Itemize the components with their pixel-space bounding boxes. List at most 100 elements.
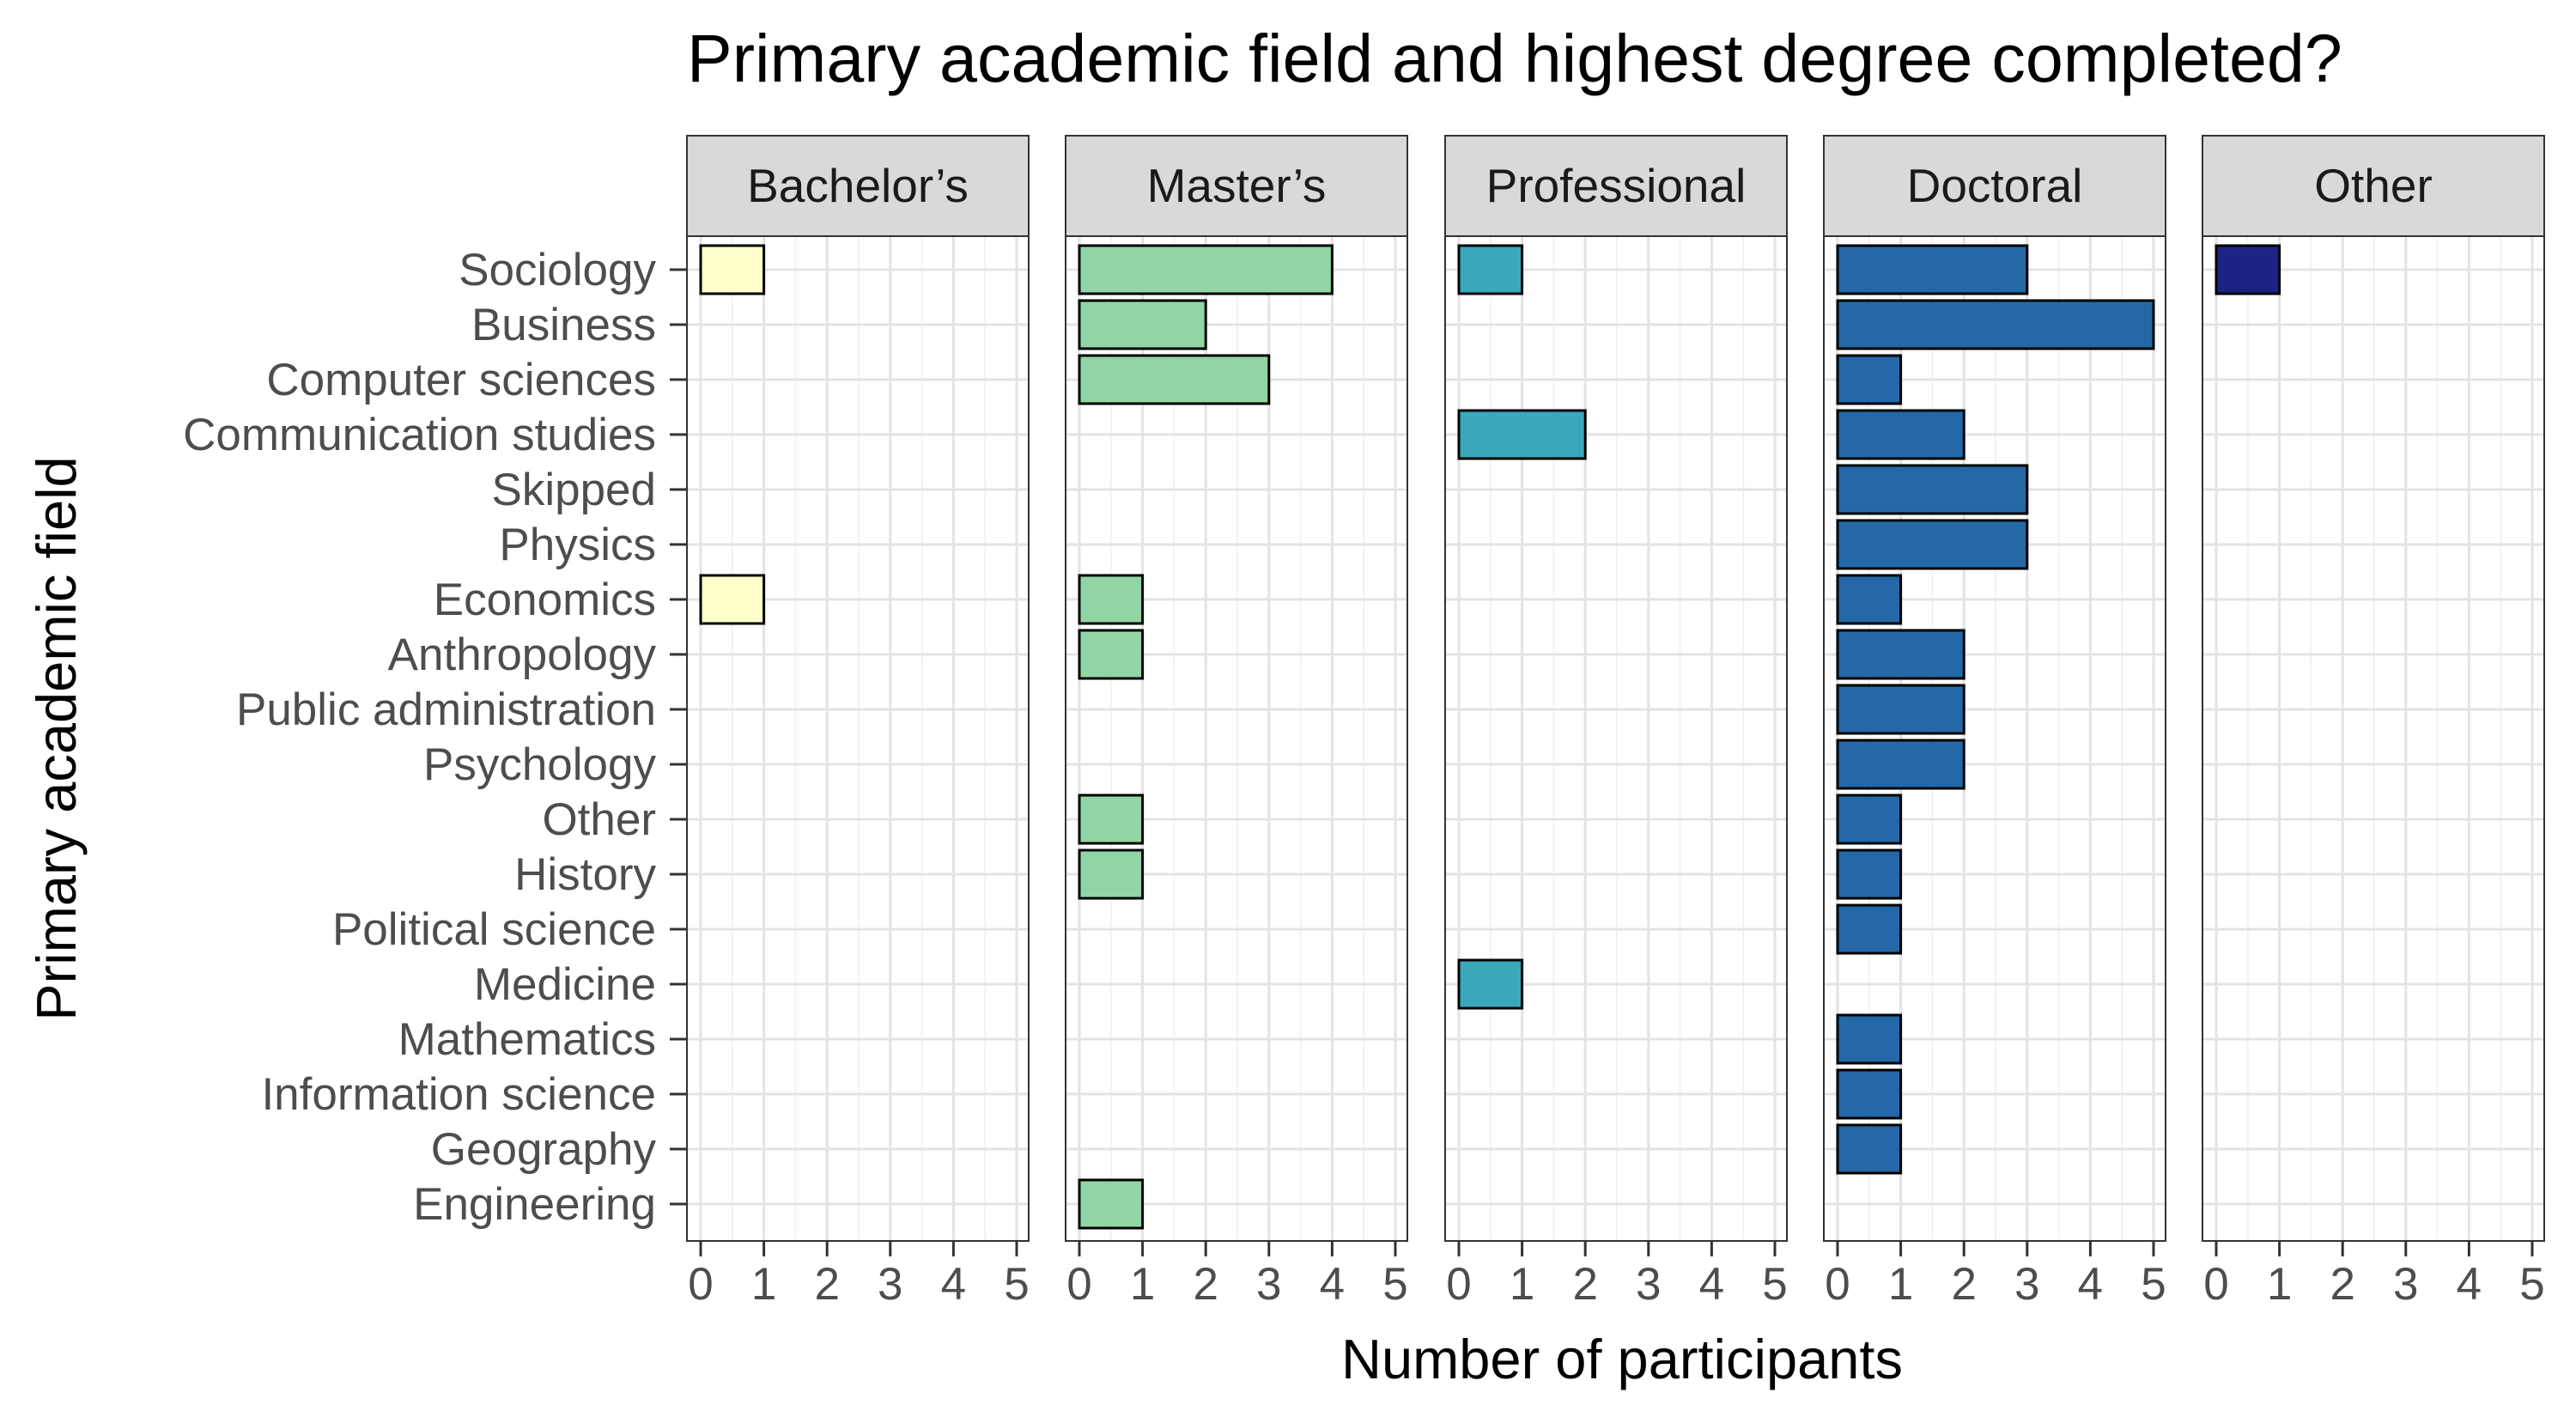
x-tick-label: 4 <box>1699 1259 1724 1310</box>
panel-border <box>1444 235 1788 1242</box>
facet-strip-label: Professional <box>1486 159 1747 212</box>
facet-panel-master-s: Master’s 0 1 2 3 4 5 <box>1065 135 1408 1310</box>
x-tick-label: 2 <box>2330 1259 2354 1310</box>
y-tick-label-engineering: Engineering <box>413 1179 656 1230</box>
panel-border <box>686 235 1030 1242</box>
x-axis-title: Number of participants <box>1341 1328 1903 1390</box>
y-tick-label-business: Business <box>471 300 656 350</box>
facet-strip-label: Master’s <box>1147 159 1327 212</box>
facet-panel-professional: Professional 0 1 2 3 4 5 <box>1444 135 1788 1310</box>
x-tick-label: 0 <box>1446 1259 1471 1310</box>
bar-professional-sociology <box>1457 244 1524 295</box>
bar-doctoral-information-science <box>1836 1068 1903 1120</box>
y-tick-label-geography: Geography <box>431 1124 657 1175</box>
chart-title: Primary academic field and highest degre… <box>687 20 2342 96</box>
x-tick-label: 5 <box>1382 1259 1407 1310</box>
bar-professional-medicine <box>1457 958 1524 1010</box>
y-tick-label-medicine: Medicine <box>474 959 656 1010</box>
bar-doctoral-communication-studies <box>1836 409 1965 460</box>
y-tick-label-sociology: Sociology <box>459 245 656 295</box>
x-tick-label: 3 <box>878 1259 902 1310</box>
x-tick-label: 2 <box>814 1259 839 1310</box>
x-tick-label: 1 <box>751 1259 776 1310</box>
x-tick-label: 5 <box>1762 1259 1787 1310</box>
panel-border <box>2202 235 2545 1242</box>
bar-master-s-history <box>1078 848 1145 900</box>
y-tick-label-skipped: Skipped <box>491 465 656 515</box>
facet-strip <box>1065 135 1408 237</box>
bar-doctoral-economics <box>1836 574 1903 625</box>
y-tick-label-anthropology: Anthropology <box>388 629 657 680</box>
bar-bachelor-s-sociology <box>699 244 766 295</box>
x-tick-label: 1 <box>1130 1259 1155 1310</box>
bar-master-s-sociology <box>1078 244 1334 295</box>
panel-border <box>1065 235 1408 1242</box>
x-tick-label: 2 <box>1193 1259 1218 1310</box>
facet-strip-label: Bachelor’s <box>747 159 969 212</box>
x-tick-label: 4 <box>2078 1259 2103 1310</box>
bar-master-s-computer-sciences <box>1078 354 1271 405</box>
x-tick-label: 4 <box>1320 1259 1345 1310</box>
bar-bachelor-s-economics <box>699 574 766 625</box>
x-tick-label: 5 <box>1004 1259 1029 1310</box>
x-tick-label: 1 <box>1888 1259 1913 1310</box>
y-tick-label-computer-sciences: Computer sciences <box>266 355 656 405</box>
x-tick-label: 1 <box>1510 1259 1534 1310</box>
x-tick-label: 5 <box>2141 1259 2166 1310</box>
bar-master-s-anthropology <box>1078 629 1145 680</box>
bar-doctoral-mathematics <box>1836 1013 1903 1065</box>
y-tick-label-political-science: Political science <box>332 904 656 955</box>
x-tick-label: 0 <box>1825 1259 1850 1310</box>
x-tick-label: 0 <box>688 1259 713 1310</box>
y-tick-label-economics: Economics <box>434 575 656 625</box>
bar-doctoral-business <box>1836 299 2155 350</box>
x-tick-label: 0 <box>2203 1259 2228 1310</box>
x-tick-label: 3 <box>2014 1259 2039 1310</box>
bar-doctoral-computer-sciences <box>1836 354 1903 405</box>
facet-strip <box>2202 135 2545 237</box>
bar-doctoral-political-science <box>1836 903 1903 955</box>
x-tick-label: 2 <box>1572 1259 1597 1310</box>
y-axis-title: Primary academic field <box>25 456 88 1020</box>
x-tick-label: 4 <box>941 1259 966 1310</box>
facet-panel-other: Other 0 1 2 3 4 5 <box>2202 135 2545 1310</box>
facet-strip-label: Other <box>2314 159 2433 212</box>
facet-strip-label: Doctoral <box>1907 159 2083 212</box>
x-tick-label: 5 <box>2519 1259 2544 1310</box>
y-tick-label-other: Other <box>542 794 656 845</box>
bar-master-s-engineering <box>1078 1178 1145 1230</box>
x-tick-label: 0 <box>1066 1259 1091 1310</box>
y-tick-label-mathematics: Mathematics <box>398 1014 656 1065</box>
bar-doctoral-sociology <box>1836 244 2029 295</box>
bar-master-s-business <box>1078 299 1207 350</box>
bar-doctoral-other <box>1836 794 1903 845</box>
bar-doctoral-history <box>1836 848 1903 900</box>
facet-panel-doctoral: Doctoral 0 1 2 3 4 5 <box>1823 135 2166 1310</box>
bar-doctoral-public-administration <box>1836 684 1965 735</box>
y-tick-label-public-administration: Public administration <box>236 684 656 735</box>
y-tick-label-history: History <box>514 849 656 900</box>
bar-doctoral-psychology <box>1836 739 1965 790</box>
x-tick-label: 4 <box>2457 1259 2482 1310</box>
bar-doctoral-geography <box>1836 1123 1903 1175</box>
y-tick-label-communication-studies: Communication studies <box>183 410 656 460</box>
bar-master-s-other <box>1078 794 1145 845</box>
facet-strip <box>686 135 1030 237</box>
x-tick-label: 3 <box>1256 1259 1281 1310</box>
x-tick-label: 2 <box>1951 1259 1976 1310</box>
y-tick-label-information-science: Information science <box>261 1069 656 1120</box>
facet-panel-bachelor-s: Bachelor’s 0 1 2 3 4 5 <box>686 135 1030 1310</box>
panel-border <box>1823 235 2166 1242</box>
facet-strip <box>1823 135 2166 237</box>
bar-other-sociology <box>2215 244 2281 295</box>
y-tick-label-physics: Physics <box>499 520 656 570</box>
bar-master-s-economics <box>1078 574 1145 625</box>
x-tick-label: 1 <box>2267 1259 2292 1310</box>
bar-doctoral-anthropology <box>1836 629 1965 680</box>
bar-doctoral-skipped <box>1836 464 2029 515</box>
x-tick-label: 3 <box>2393 1259 2418 1310</box>
x-tick-label: 3 <box>1636 1259 1661 1310</box>
